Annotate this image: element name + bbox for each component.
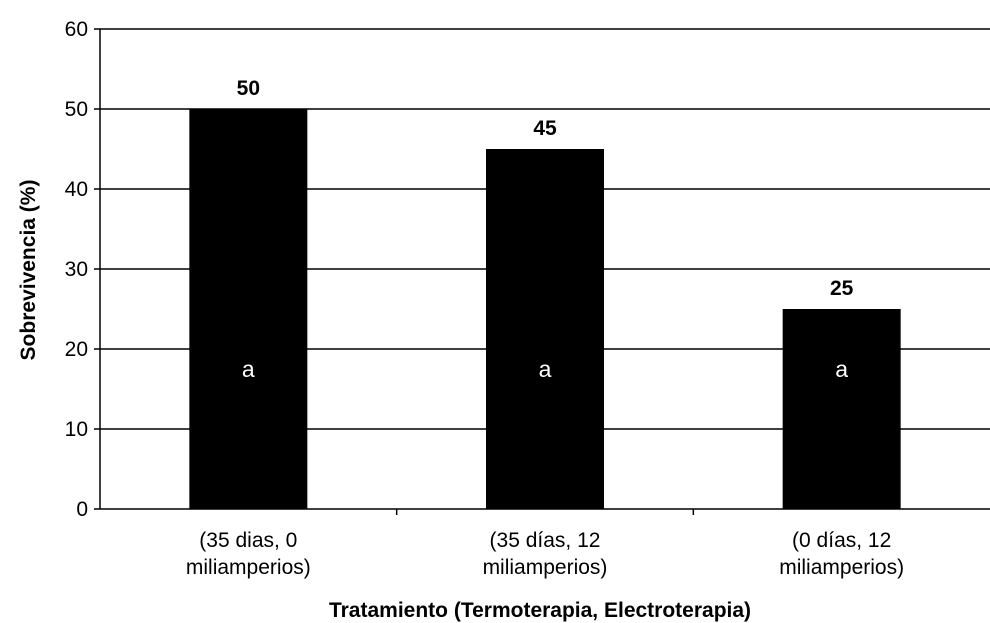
labels: 0 10 20 30 40 50 60 50 a (35 dias, 0 miliamperios)… <box>65 18 904 579</box>
data-label: 45 <box>533 117 557 140</box>
y-tick-label: 50 <box>65 98 88 121</box>
bar <box>189 109 308 509</box>
y-tick-label: 30 <box>65 258 88 281</box>
bars <box>189 109 901 509</box>
y-tick-label: 20 <box>65 338 88 361</box>
significance-letter: a <box>835 356 848 382</box>
y-tick-label: 60 <box>65 18 88 41</box>
x-tick-label: miliamperios) <box>186 556 311 579</box>
significance-letter: a <box>242 356 255 382</box>
x-tick-label: (35 dias, 0 <box>199 529 297 552</box>
bar <box>782 309 901 509</box>
x-axis-title: Tratamiento (Termoterapia, Electroterapi… <box>329 599 751 622</box>
x-tick-label: miliamperios) <box>483 556 608 579</box>
bar <box>486 149 604 509</box>
y-tick-label: 40 <box>65 178 88 201</box>
data-label: 50 <box>237 77 260 100</box>
data-label: 25 <box>830 277 854 300</box>
x-tick-label: miliamperios) <box>779 556 904 579</box>
y-tick-label: 0 <box>76 498 88 521</box>
y-axis-title: Sobrevivencia (%) <box>17 180 40 361</box>
y-tick-label: 10 <box>65 418 88 441</box>
x-tick-label: (0 días, 12 <box>792 529 891 552</box>
axes <box>94 28 990 515</box>
x-tick-label: (35 días, 12 <box>490 529 601 552</box>
significance-letter: a <box>539 356 552 382</box>
